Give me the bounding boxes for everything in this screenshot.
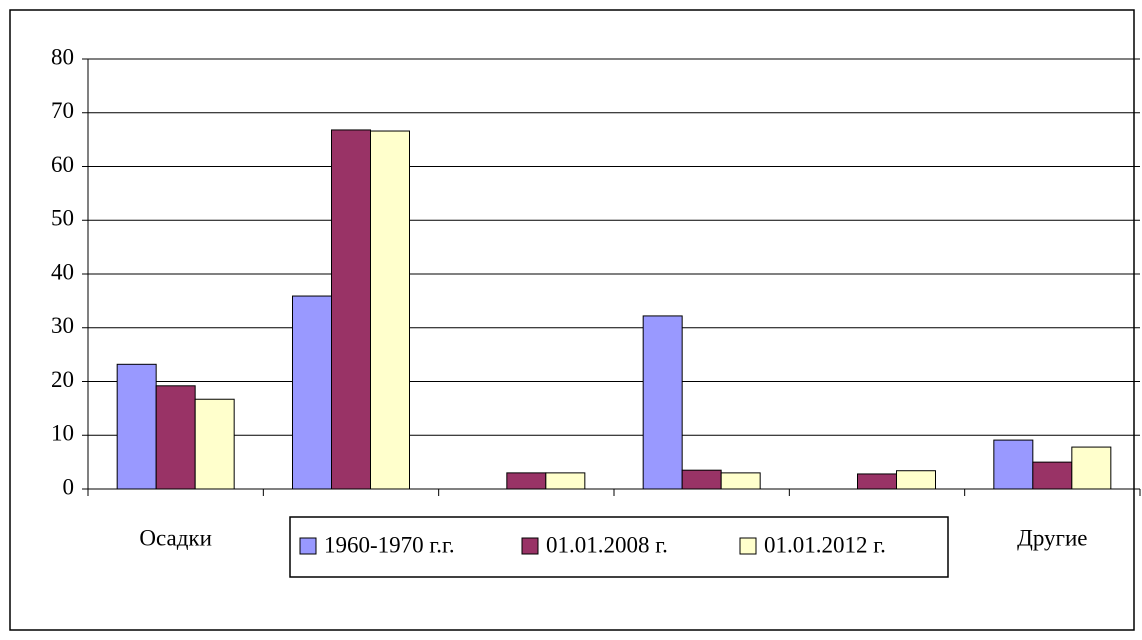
bar [857, 473, 897, 490]
bar [681, 469, 722, 490]
bar [506, 472, 547, 490]
legend-label: 01.01.2012 г. [764, 532, 886, 557]
y-tick-label: 80 [51, 44, 74, 69]
legend-label: 01.01.2008 г. [546, 532, 668, 557]
bar [292, 295, 332, 490]
bar [116, 363, 157, 490]
y-tick-label: 40 [51, 259, 74, 284]
legend-swatch [739, 537, 757, 555]
bar [370, 130, 410, 490]
bar [545, 472, 586, 490]
y-tick-label: 20 [51, 367, 74, 392]
y-tick-label: 10 [51, 421, 74, 446]
legend-label: 1960-1970 г.г. [324, 532, 455, 557]
bar [642, 315, 683, 490]
y-tick-label: 70 [51, 98, 74, 123]
bar [1032, 461, 1073, 490]
bar [720, 472, 761, 490]
bar [896, 470, 936, 490]
bar [331, 129, 371, 490]
x-tick-label: Осадки [139, 525, 212, 550]
bar [1071, 446, 1112, 490]
x-tick-label: Другие [1017, 525, 1087, 550]
bar [155, 385, 196, 490]
y-tick-label: 0 [63, 474, 75, 499]
y-tick-label: 60 [51, 152, 74, 177]
y-tick-label: 30 [51, 313, 74, 338]
bar [194, 398, 235, 490]
bar [993, 439, 1034, 490]
legend-swatch [299, 537, 317, 555]
legend-swatch [521, 537, 539, 555]
legend-box [289, 516, 949, 578]
y-tick-label: 50 [51, 206, 74, 231]
